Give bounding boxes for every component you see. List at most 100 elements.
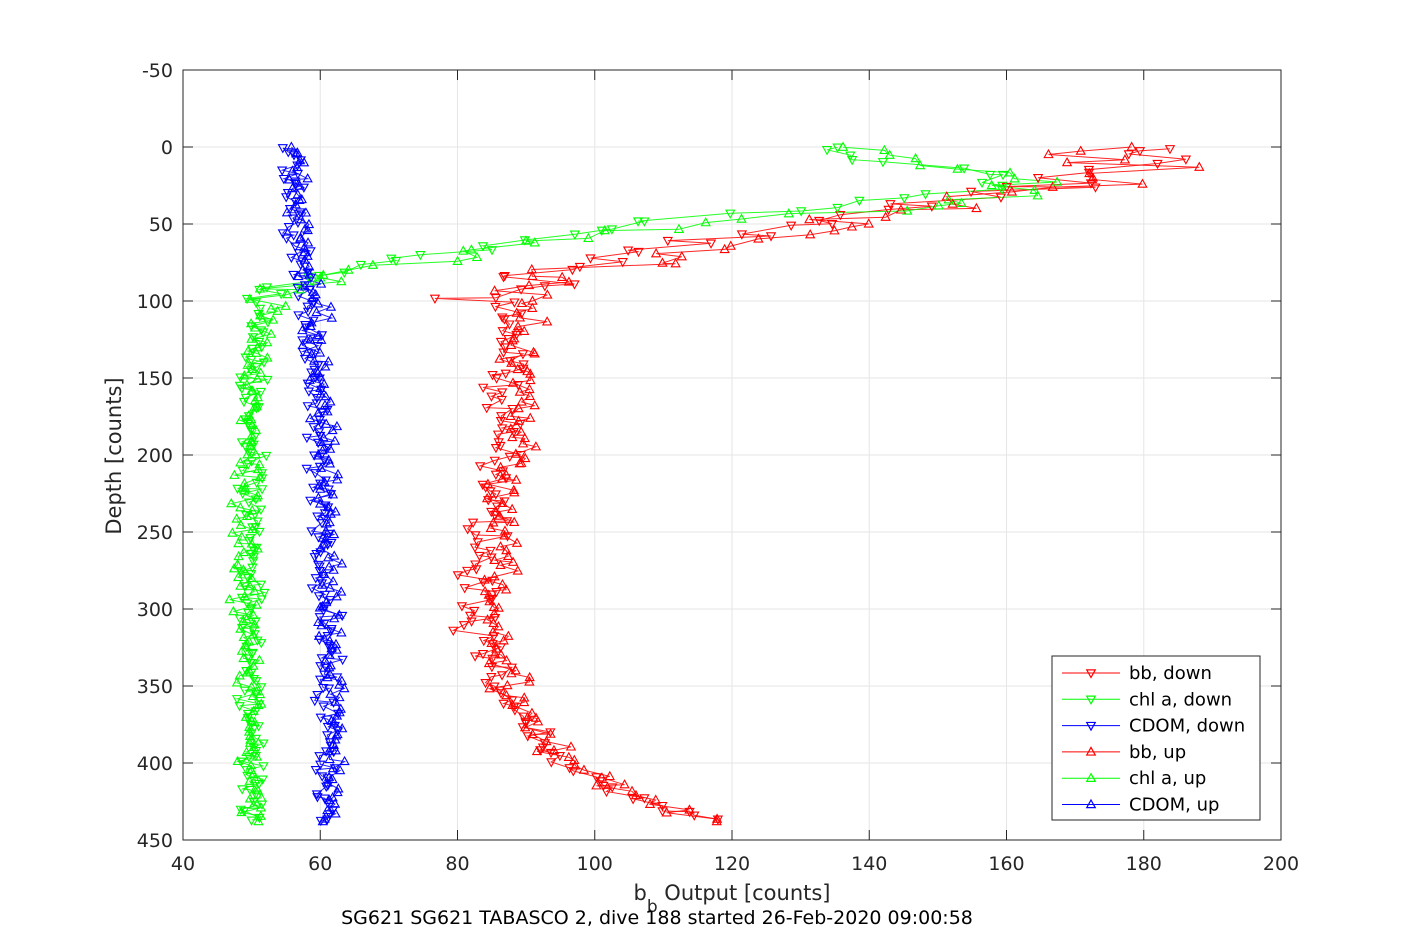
data-point xyxy=(471,565,482,575)
data-point xyxy=(910,152,921,163)
data-point xyxy=(315,419,327,429)
data-point xyxy=(254,688,266,699)
data-point xyxy=(299,281,311,291)
data-point xyxy=(485,522,497,533)
data-point xyxy=(914,159,926,170)
data-point xyxy=(958,164,970,174)
data-point xyxy=(244,793,256,803)
data-point xyxy=(331,644,342,654)
data-point xyxy=(619,779,630,789)
data-point xyxy=(879,144,890,155)
data-point xyxy=(505,410,516,420)
axis-ticks xyxy=(182,69,1282,841)
data-point xyxy=(514,312,526,322)
data-point xyxy=(256,485,268,495)
data-point xyxy=(235,623,246,633)
data-point xyxy=(293,249,304,259)
data-point xyxy=(313,616,324,627)
data-point xyxy=(331,730,342,740)
data-point xyxy=(1006,186,1018,196)
data-point xyxy=(511,307,522,317)
data-point xyxy=(249,619,260,629)
data-point xyxy=(952,163,963,173)
data-point xyxy=(290,148,302,158)
data-point xyxy=(548,744,560,755)
data-point xyxy=(325,301,337,311)
data-point xyxy=(484,595,495,606)
data-point xyxy=(517,723,529,733)
data-point xyxy=(242,714,254,724)
data-point xyxy=(429,294,441,304)
data-point xyxy=(320,596,332,607)
data-point xyxy=(662,236,674,247)
data-point xyxy=(499,315,510,325)
data-point xyxy=(302,379,313,389)
legend-label: bb, down xyxy=(1129,663,1212,684)
data-point xyxy=(515,285,527,295)
data-point xyxy=(255,580,267,590)
data-point xyxy=(277,229,289,239)
data-point xyxy=(1075,145,1086,155)
data-point xyxy=(477,650,489,660)
data-point xyxy=(325,596,336,606)
data-point xyxy=(1043,148,1054,159)
data-point xyxy=(323,454,334,464)
data-point xyxy=(519,236,531,246)
data-point xyxy=(305,247,316,257)
data-point xyxy=(493,621,504,631)
data-point xyxy=(240,639,251,650)
data-point xyxy=(711,813,723,823)
data-point xyxy=(583,232,594,243)
data-point xyxy=(306,292,318,303)
data-point xyxy=(309,553,320,563)
data-point xyxy=(899,194,910,204)
data-point xyxy=(507,699,518,709)
data-point xyxy=(330,808,341,818)
data-point xyxy=(497,388,508,398)
data-point xyxy=(466,244,477,254)
data-point xyxy=(239,686,251,696)
data-point xyxy=(320,361,331,371)
data-point xyxy=(502,679,513,690)
data-point xyxy=(846,221,858,231)
data-point xyxy=(239,485,250,495)
data-point xyxy=(479,574,490,584)
data-point xyxy=(502,550,514,561)
data-point xyxy=(299,242,310,252)
data-point xyxy=(250,424,262,434)
data-point xyxy=(507,556,519,566)
data-point xyxy=(231,695,243,705)
data-point xyxy=(323,684,335,694)
data-point xyxy=(334,691,345,702)
y-axis-label: Depth [counts] xyxy=(102,377,126,534)
data-point xyxy=(251,677,262,687)
data-point xyxy=(486,246,498,256)
data-point xyxy=(448,626,459,637)
data-point xyxy=(231,677,243,687)
data-point xyxy=(302,250,313,260)
data-point xyxy=(804,229,816,239)
data-point xyxy=(497,473,508,483)
data-point xyxy=(252,785,264,795)
data-point xyxy=(317,579,328,589)
data-point xyxy=(288,270,299,281)
data-point xyxy=(287,165,298,175)
data-point xyxy=(312,691,323,701)
data-point xyxy=(995,193,1007,203)
data-point xyxy=(242,359,253,369)
y-tick-label: 100 xyxy=(137,291,173,313)
data-point xyxy=(319,568,330,578)
data-point xyxy=(331,474,343,484)
data-point xyxy=(335,586,347,596)
legend-marker xyxy=(1085,695,1097,706)
data-point xyxy=(489,648,501,658)
data-point xyxy=(247,523,258,534)
data-point xyxy=(524,671,535,682)
data-point xyxy=(835,211,846,221)
data-point xyxy=(243,636,255,646)
data-point xyxy=(308,316,319,327)
data-point xyxy=(243,753,255,763)
data-point xyxy=(499,525,511,535)
data-point xyxy=(333,783,344,793)
data-point xyxy=(249,395,261,405)
